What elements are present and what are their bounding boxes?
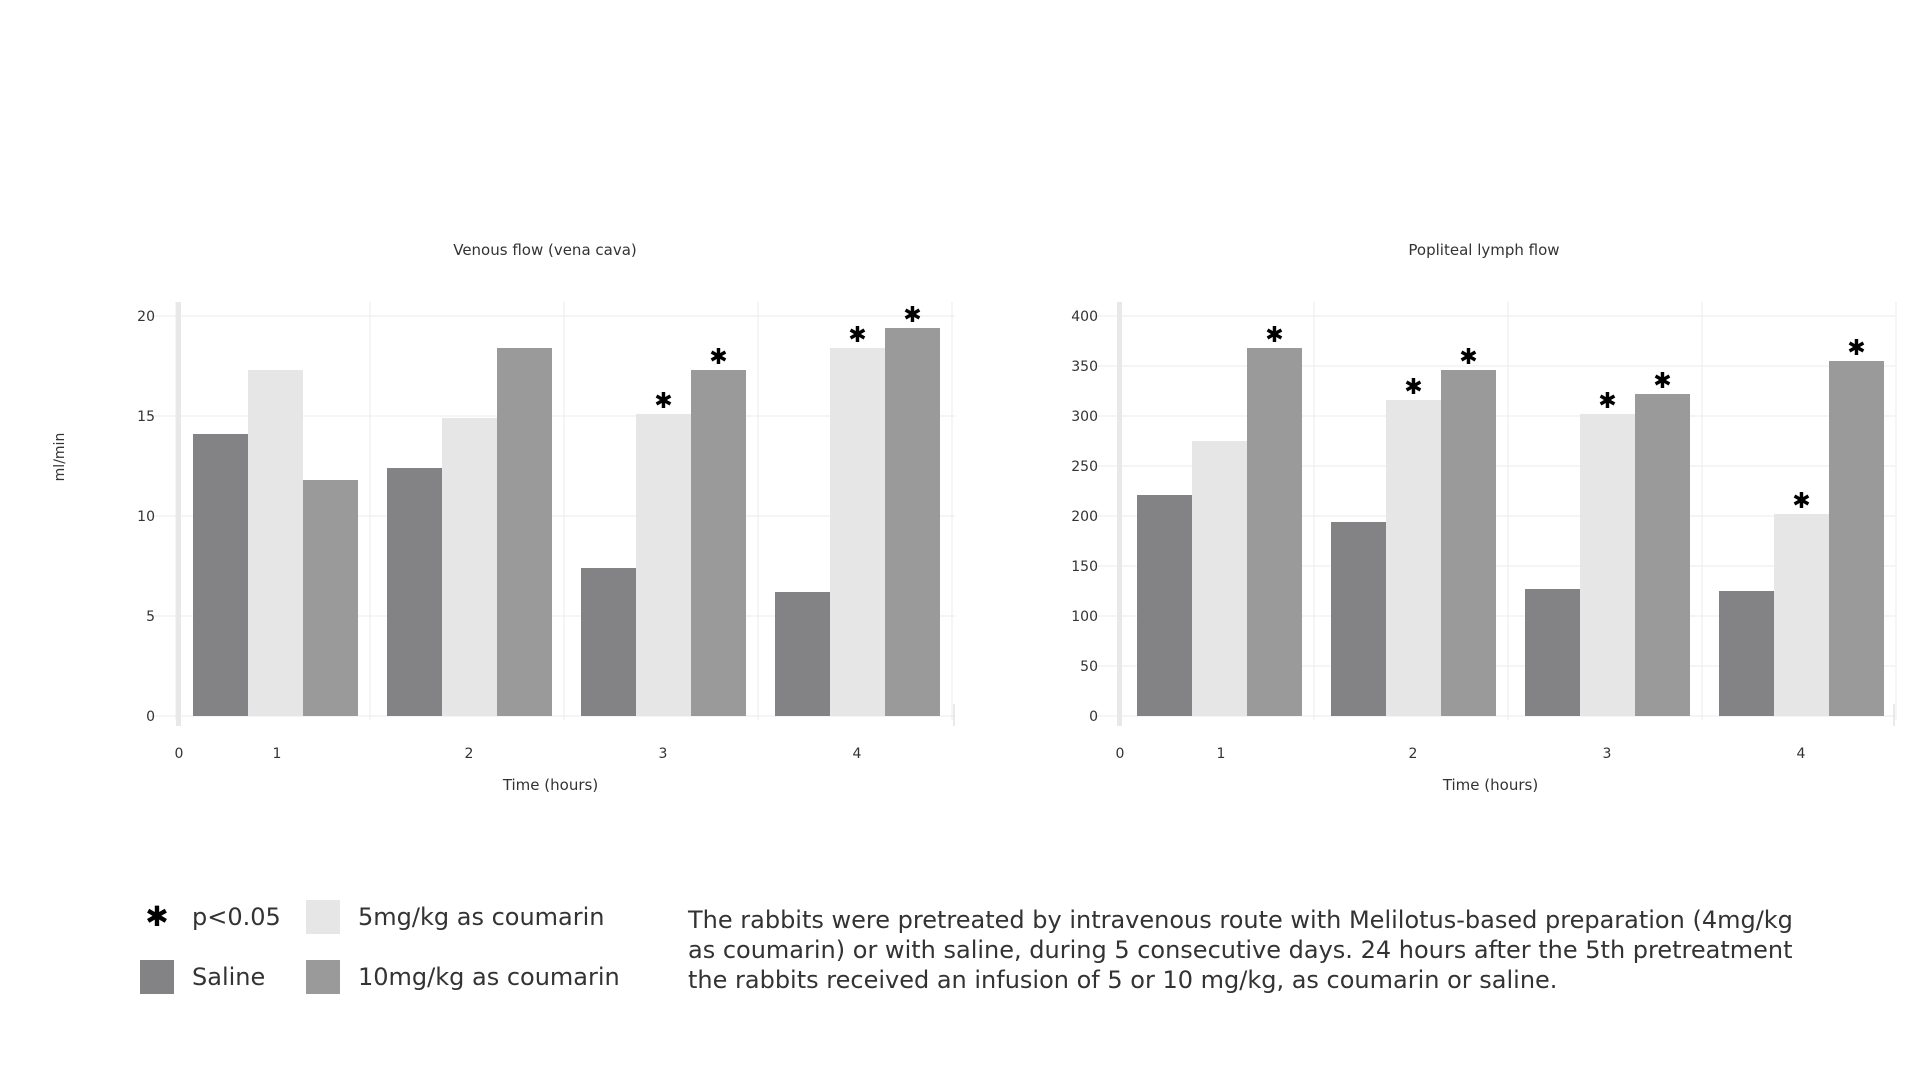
chart1-ylabel: ml/min — [52, 433, 68, 482]
chart1-xtick-label: 1 — [273, 746, 282, 762]
chart1-bar-10mg-kg-as-coumarin — [303, 480, 358, 716]
dose10-swatch — [306, 960, 340, 994]
chart1-ytick-label: 10 — [137, 509, 155, 525]
chart2-bar-10mg-kg-as-coumarin — [1635, 394, 1690, 716]
chart1-title: Venous flow (vena cava) — [453, 241, 637, 259]
chart2-ytick-label: 50 — [1080, 659, 1098, 675]
chart1-xtick-label: 2 — [465, 746, 474, 762]
chart2-xtick-label: 3 — [1603, 746, 1612, 762]
chart2-ytick-label: 250 — [1071, 459, 1098, 475]
chart1-bar-10mg-kg-as-coumarin — [497, 348, 552, 716]
chart2-xlabel: Time (hours) — [1442, 776, 1538, 794]
chart1-xtick-label: 4 — [853, 746, 862, 762]
legend-item-significance: ✱ p<0.05 — [140, 900, 281, 933]
legend-label-dose10: 10mg/kg as coumarin — [358, 963, 620, 991]
footnote: The rabbits were pretreated by intraveno… — [688, 905, 1818, 995]
chart1-xlabel: Time (hours) — [502, 776, 598, 794]
chart2-significance-asterisk: ✱ — [1265, 323, 1283, 348]
chart2-bar-5mg-kg-as-coumarin — [1386, 400, 1441, 716]
chart2-bar-10mg-kg-as-coumarin — [1829, 361, 1884, 716]
legend-label-saline: Saline — [192, 963, 266, 991]
chart2-ytick-label: 400 — [1071, 309, 1098, 325]
chart2-significance-asterisk: ✱ — [1653, 369, 1671, 394]
chart2-ytick-label: 350 — [1071, 359, 1098, 375]
saline-swatch — [140, 960, 174, 994]
chart1-ytick-label: 15 — [137, 409, 155, 425]
chart1-ytick-label: 0 — [146, 709, 155, 725]
chart1-significance-asterisk: ✱ — [848, 323, 866, 348]
footnote-line-3: the rabbits received an infusion of 5 or… — [688, 966, 1558, 994]
chart1-bar-saline — [581, 568, 636, 716]
legend-label-dose5: 5mg/kg as coumarin — [358, 903, 605, 931]
chart2-ytick-label: 200 — [1071, 509, 1098, 525]
chart1-xtick-label: 3 — [659, 746, 668, 762]
chart1-ytick-label: 20 — [137, 309, 155, 325]
chart2-ytick-label: 100 — [1071, 609, 1098, 625]
chart1-bar-5mg-kg-as-coumarin — [248, 370, 303, 716]
chart2-significance-asterisk: ✱ — [1598, 389, 1616, 414]
footnote-line-1: The rabbits were pretreated by intraveno… — [688, 906, 1793, 934]
chart1-significance-asterisk: ✱ — [654, 389, 672, 414]
chart2-xtick-origin: 0 — [1116, 746, 1125, 762]
chart2-ytick-label: 0 — [1089, 709, 1098, 725]
chart1-ytick-label: 5 — [146, 609, 155, 625]
chart2-bar-10mg-kg-as-coumarin — [1247, 348, 1302, 716]
chart2-significance-asterisk: ✱ — [1847, 336, 1865, 361]
chart1-bar-saline — [193, 434, 248, 716]
legend-item-dose10: 10mg/kg as coumarin — [306, 960, 620, 994]
chart2-significance-asterisk: ✱ — [1459, 345, 1477, 370]
asterisk-icon: ✱ — [145, 900, 169, 933]
legend-label-significance: p<0.05 — [192, 902, 281, 931]
legend-item-saline: Saline — [140, 960, 265, 994]
chart2-xtick-label: 2 — [1409, 746, 1418, 762]
chart2-bar-saline — [1525, 589, 1580, 716]
chart2-bar-5mg-kg-as-coumarin — [1192, 441, 1247, 716]
chart2-bar-saline — [1137, 495, 1192, 716]
chart2-bar-saline — [1331, 522, 1386, 716]
chart1-bar-saline — [387, 468, 442, 716]
chart2-y-axis — [1117, 302, 1122, 726]
chart2-bar-saline — [1719, 591, 1774, 716]
legend: ✱ p<0.05 Saline 5mg/kg as coumarin 10mg/… — [140, 900, 660, 1020]
chart1-bar-saline — [775, 592, 830, 716]
chart1-significance-asterisk: ✱ — [709, 345, 727, 370]
chart2-xtick-label: 1 — [1217, 746, 1226, 762]
chart2-ytick-label: 150 — [1071, 559, 1098, 575]
chart2-significance-asterisk: ✱ — [1792, 489, 1810, 514]
chart1-bar-5mg-kg-as-coumarin — [830, 348, 885, 716]
chart1-y-axis — [176, 302, 181, 726]
legend-item-dose5: 5mg/kg as coumarin — [306, 900, 605, 934]
chart2-ytick-label: 300 — [1071, 409, 1098, 425]
footnote-line-2: as coumarin) or with saline, during 5 co… — [688, 936, 1793, 964]
chart2-bar-5mg-kg-as-coumarin — [1774, 514, 1829, 716]
chart2-xtick-label: 4 — [1797, 746, 1806, 762]
chart1-significance-asterisk: ✱ — [903, 303, 921, 328]
chart1-bar-5mg-kg-as-coumarin — [636, 414, 691, 716]
chart1-bar-10mg-kg-as-coumarin — [885, 328, 940, 716]
chart1-bar-10mg-kg-as-coumarin — [691, 370, 746, 716]
chart2-bar-5mg-kg-as-coumarin — [1580, 414, 1635, 716]
chart1-xtick-origin: 0 — [175, 746, 184, 762]
chart2-bar-10mg-kg-as-coumarin — [1441, 370, 1496, 716]
dose5-swatch — [306, 900, 340, 934]
chart2-significance-asterisk: ✱ — [1404, 375, 1422, 400]
chart1-bar-5mg-kg-as-coumarin — [442, 418, 497, 716]
chart2-title: Popliteal lymph flow — [1408, 241, 1559, 259]
